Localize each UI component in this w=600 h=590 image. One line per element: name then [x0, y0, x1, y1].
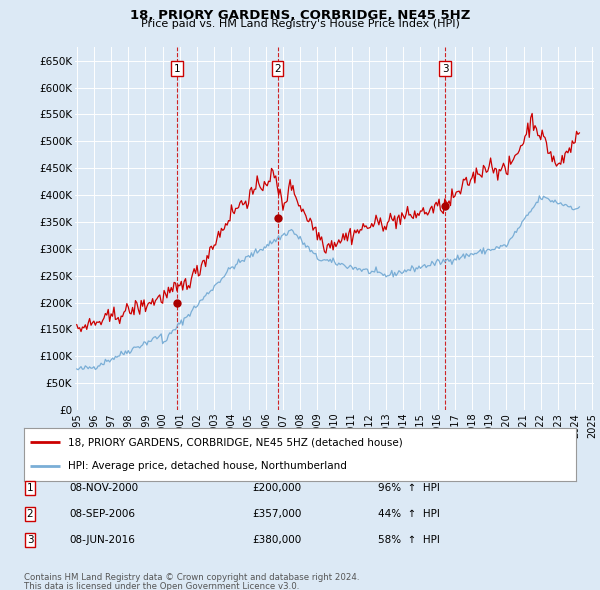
- Text: This data is licensed under the Open Government Licence v3.0.: This data is licensed under the Open Gov…: [24, 582, 299, 590]
- Text: 44%  ↑  HPI: 44% ↑ HPI: [378, 509, 440, 519]
- Text: 2: 2: [26, 509, 34, 519]
- Text: 08-JUN-2016: 08-JUN-2016: [69, 535, 135, 545]
- Text: £357,000: £357,000: [252, 509, 301, 519]
- Text: £200,000: £200,000: [252, 483, 301, 493]
- Text: 08-SEP-2006: 08-SEP-2006: [69, 509, 135, 519]
- Text: Price paid vs. HM Land Registry's House Price Index (HPI): Price paid vs. HM Land Registry's House …: [140, 19, 460, 30]
- Text: 18, PRIORY GARDENS, CORBRIDGE, NE45 5HZ (detached house): 18, PRIORY GARDENS, CORBRIDGE, NE45 5HZ …: [68, 437, 403, 447]
- Text: 1: 1: [174, 64, 181, 74]
- Text: Contains HM Land Registry data © Crown copyright and database right 2024.: Contains HM Land Registry data © Crown c…: [24, 573, 359, 582]
- Text: 08-NOV-2000: 08-NOV-2000: [69, 483, 138, 493]
- Text: 2: 2: [274, 64, 281, 74]
- Text: 58%  ↑  HPI: 58% ↑ HPI: [378, 535, 440, 545]
- Text: HPI: Average price, detached house, Northumberland: HPI: Average price, detached house, Nort…: [68, 461, 347, 471]
- Text: 3: 3: [26, 535, 34, 545]
- Text: 18, PRIORY GARDENS, CORBRIDGE, NE45 5HZ: 18, PRIORY GARDENS, CORBRIDGE, NE45 5HZ: [130, 9, 470, 22]
- Text: 1: 1: [26, 483, 34, 493]
- Text: 96%  ↑  HPI: 96% ↑ HPI: [378, 483, 440, 493]
- Text: £380,000: £380,000: [252, 535, 301, 545]
- Text: 3: 3: [442, 64, 448, 74]
